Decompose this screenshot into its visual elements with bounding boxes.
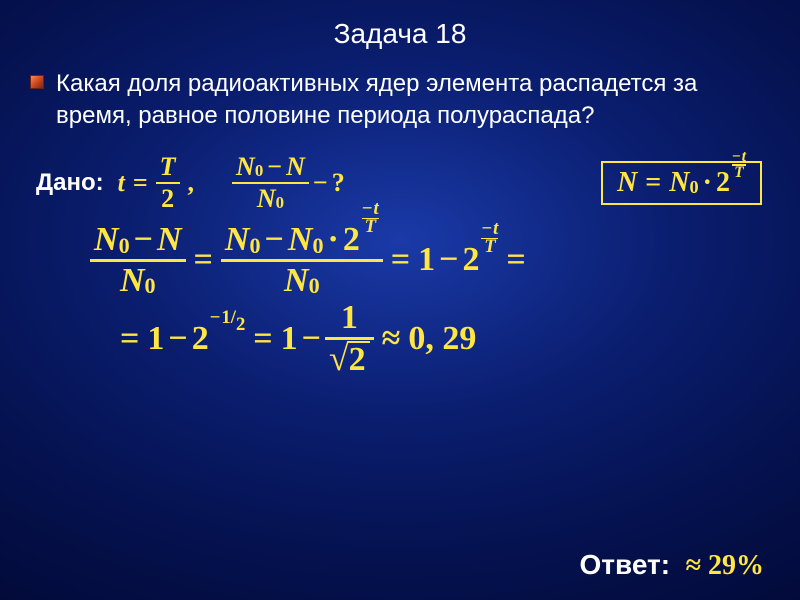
var-N0: N bbox=[284, 263, 309, 299]
sub-zero: 0 bbox=[249, 234, 260, 257]
sqrt: √ 2 bbox=[329, 341, 370, 377]
eq-sign: = bbox=[498, 241, 525, 279]
const-one: 1 bbox=[418, 241, 435, 279]
eq-sign: = bbox=[245, 320, 280, 358]
dash: − bbox=[309, 168, 332, 198]
sub-zero: 0 bbox=[145, 274, 156, 297]
base-two: 2 bbox=[716, 167, 730, 199]
var-t: t bbox=[118, 168, 125, 198]
var-N0: N bbox=[94, 222, 119, 258]
lhs-den: N0 bbox=[116, 263, 160, 299]
approx-sign: ≈ bbox=[374, 320, 409, 358]
eq-sign: = bbox=[383, 241, 418, 279]
exp-minus-t-over-T: −t T bbox=[732, 150, 746, 179]
var-N: N bbox=[286, 153, 305, 180]
given-ask: N0 − N N0 −? bbox=[232, 153, 345, 212]
exp-minus-t-over-T: −t T bbox=[481, 221, 498, 256]
comma: , bbox=[180, 168, 203, 198]
frac-T-over-2: T 2 bbox=[156, 153, 180, 212]
frac-num-one: 1 bbox=[337, 300, 362, 336]
sub-zero: 0 bbox=[312, 234, 323, 257]
given-row: Дано: t = T 2 , N0 − N N0 bbox=[36, 153, 770, 212]
neg-sign: − bbox=[732, 148, 741, 165]
var-T: T bbox=[365, 219, 376, 236]
lhs-num: N0 − N bbox=[90, 222, 186, 258]
var-T: T bbox=[484, 239, 495, 256]
var-T: T bbox=[734, 166, 743, 180]
sub-zero: 0 bbox=[276, 194, 284, 212]
var-N: N bbox=[617, 167, 637, 199]
frac-ask-den: N0 bbox=[253, 185, 288, 212]
derivation-line-1: N0 − N N0 = N0 − N0 · 2 −t T bbox=[90, 222, 770, 298]
question-text: Какая доля радиоактивных ядер элемента р… bbox=[56, 68, 770, 131]
neg-sign: − bbox=[210, 307, 221, 328]
qmark: ? bbox=[332, 168, 345, 198]
eq-sign: = bbox=[186, 241, 221, 279]
dot-op: · bbox=[699, 167, 716, 199]
var-N0: N bbox=[288, 222, 313, 258]
minus-sign: − bbox=[298, 320, 325, 358]
sqrt-body: 2 bbox=[347, 341, 370, 377]
sub-zero: 0 bbox=[255, 162, 263, 180]
result-value: 0, 29 bbox=[408, 320, 476, 358]
base-two: 2 bbox=[343, 222, 360, 258]
var-N0d: N bbox=[257, 185, 276, 212]
frac-den: 2 bbox=[157, 185, 178, 212]
frac-ask: N0 − N N0 bbox=[232, 153, 309, 212]
var-N0: N bbox=[236, 153, 255, 180]
minus-sign: − bbox=[435, 241, 462, 279]
lhs-frac: N0 − N N0 bbox=[90, 222, 186, 298]
mid-den: N0 bbox=[280, 263, 324, 299]
base-two: 2 bbox=[192, 320, 209, 358]
question-row: Какая доля радиоактивных ядер элемента р… bbox=[30, 68, 770, 131]
minus-sign: − bbox=[164, 320, 191, 358]
var-N0: N bbox=[225, 222, 250, 258]
dot-op: · bbox=[324, 222, 343, 258]
answer-value: ≈ 29% bbox=[686, 550, 764, 581]
eq-sign: = bbox=[120, 320, 147, 358]
frac-ask-num: N0 − N bbox=[232, 153, 309, 180]
var-t: t bbox=[742, 148, 746, 165]
frac-den-root2: √ 2 bbox=[325, 341, 374, 377]
var-N: N bbox=[157, 222, 182, 258]
exp-minus-t-over-T: −t T bbox=[362, 201, 379, 236]
minus-sign: − bbox=[261, 222, 288, 258]
sub-zero: 0 bbox=[119, 234, 130, 257]
var-N0: N bbox=[120, 263, 145, 299]
frac-num: T bbox=[156, 153, 180, 180]
bullet-icon bbox=[30, 75, 44, 89]
sub-zero: 0 bbox=[309, 274, 320, 297]
given-label: Дано: bbox=[36, 169, 104, 197]
given-t: t = T 2 , bbox=[118, 153, 202, 212]
var-N0: N bbox=[669, 167, 689, 199]
answer-row: Ответ: ≈ 29% bbox=[579, 549, 764, 582]
minus-sign: − bbox=[263, 153, 286, 180]
mid-num: N0 − N0 · 2 −t T bbox=[221, 222, 383, 258]
eq-sign: = bbox=[637, 167, 669, 199]
eq-sign: = bbox=[125, 168, 156, 198]
half-den: 2 bbox=[236, 314, 245, 335]
base-two: 2 bbox=[462, 241, 479, 279]
const-one: 1 bbox=[147, 320, 164, 358]
decay-law-box: N = N0 · 2 −t T bbox=[601, 161, 762, 205]
answer-label: Ответ: bbox=[579, 549, 670, 580]
frac-one-over-root2: 1 √ 2 bbox=[325, 300, 374, 377]
derivation-line-2: = 1 − 2 −1/2 = 1 − 1 √ 2 ≈ 0, 29 bbox=[120, 300, 770, 377]
exp-minus-half: −1/2 bbox=[210, 307, 246, 329]
const-one: 1 bbox=[281, 320, 298, 358]
minus-sign: − bbox=[130, 222, 157, 258]
mid-frac: N0 − N0 · 2 −t T N0 bbox=[221, 222, 383, 298]
sub-zero: 0 bbox=[690, 177, 699, 198]
half-num: 1 bbox=[221, 307, 230, 328]
slide-title: Задача 18 bbox=[30, 18, 770, 50]
